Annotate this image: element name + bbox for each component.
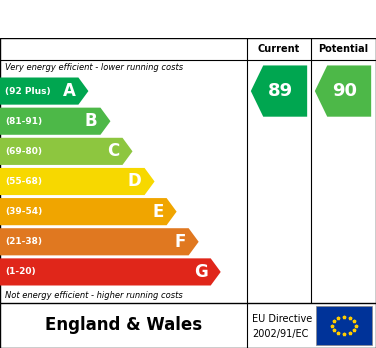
- Polygon shape: [0, 168, 155, 195]
- Polygon shape: [0, 228, 199, 255]
- Polygon shape: [0, 258, 221, 285]
- Text: (1-20): (1-20): [5, 267, 36, 276]
- Text: E: E: [152, 203, 164, 221]
- Text: England & Wales: England & Wales: [45, 316, 202, 334]
- Polygon shape: [0, 78, 88, 105]
- Text: D: D: [128, 173, 141, 190]
- Text: 89: 89: [268, 82, 293, 100]
- Text: Very energy efficient - lower running costs: Very energy efficient - lower running co…: [5, 63, 183, 72]
- Text: G: G: [194, 263, 208, 281]
- Text: Energy Efficiency Rating: Energy Efficiency Rating: [64, 10, 312, 28]
- Text: Potential: Potential: [318, 44, 368, 54]
- Text: (81-91): (81-91): [5, 117, 42, 126]
- Text: 90: 90: [332, 82, 357, 100]
- Text: B: B: [85, 112, 97, 130]
- Text: 2002/91/EC: 2002/91/EC: [252, 329, 308, 339]
- Text: A: A: [62, 82, 76, 100]
- Bar: [316, 306, 372, 345]
- Polygon shape: [251, 65, 307, 117]
- Text: (69-80): (69-80): [5, 147, 42, 156]
- Text: (21-38): (21-38): [5, 237, 42, 246]
- Text: EU Directive: EU Directive: [252, 314, 312, 324]
- Text: Not energy efficient - higher running costs: Not energy efficient - higher running co…: [5, 291, 183, 300]
- Text: C: C: [107, 142, 120, 160]
- Text: (39-54): (39-54): [5, 207, 42, 216]
- Text: (55-68): (55-68): [5, 177, 42, 186]
- Text: Current: Current: [258, 44, 300, 54]
- Polygon shape: [0, 138, 132, 165]
- Text: F: F: [174, 233, 186, 251]
- Polygon shape: [0, 108, 111, 135]
- Text: (92 Plus): (92 Plus): [5, 87, 51, 96]
- Polygon shape: [0, 198, 177, 225]
- Polygon shape: [315, 65, 371, 117]
